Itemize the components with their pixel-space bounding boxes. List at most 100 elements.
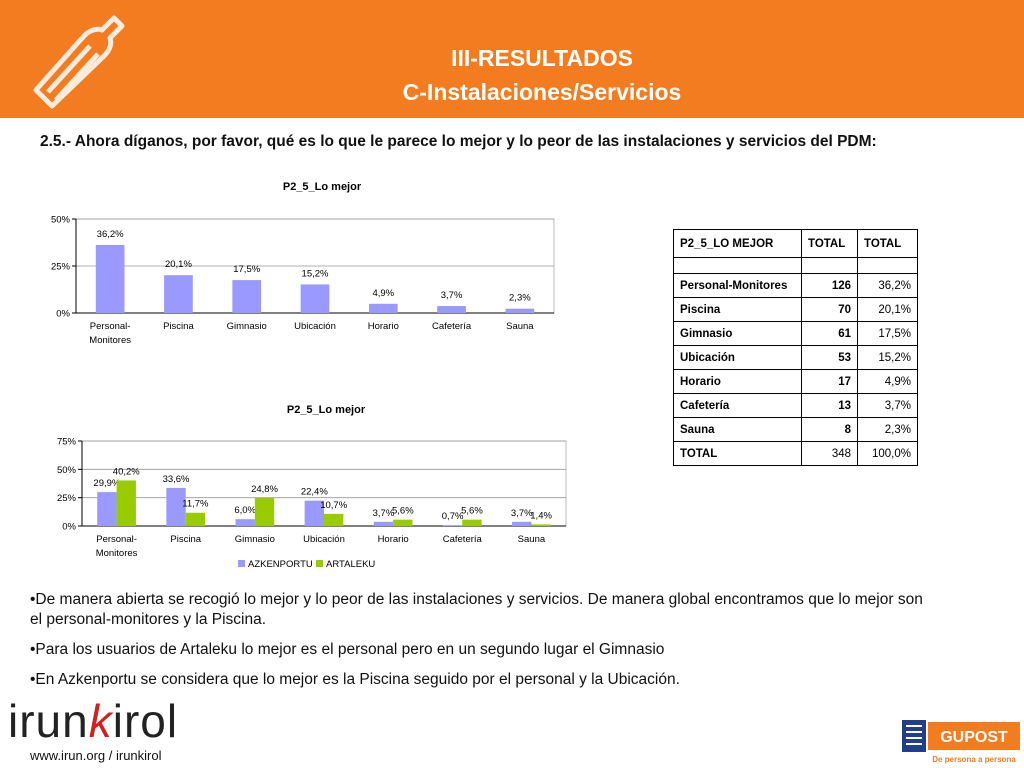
table-cell-count: 53 — [801, 345, 858, 370]
gupost-name: GUPOST — [940, 729, 1008, 746]
data-label: 5,6% — [461, 506, 483, 517]
bar — [304, 500, 324, 526]
table-cell-category: Personal-Monitores — [673, 273, 802, 298]
logo-text-b: irol — [112, 695, 179, 747]
irunkirol-logo: irunkirol — [8, 694, 178, 748]
data-label: 17,5% — [233, 264, 260, 275]
table-row: TOTAL 348 100,0% — [673, 441, 918, 466]
table-cell-pct: 2,3% — [857, 417, 918, 442]
bar — [95, 244, 125, 313]
y-tick-label: 0% — [56, 309, 70, 320]
y-tick-label: 0% — [62, 522, 76, 533]
bar — [254, 497, 275, 526]
table-cell-count: 17 — [801, 369, 858, 394]
x-tick-label: Personal- — [90, 321, 131, 332]
chart-title: P2_5_Lo mejor — [283, 181, 362, 193]
x-tick-label: Ubicación — [294, 321, 336, 332]
table-row: Piscina 70 20,1% — [673, 297, 918, 322]
data-label: 40,2% — [113, 466, 140, 477]
table-cell-count: 348 — [801, 441, 858, 466]
data-label: 3,7% — [441, 290, 463, 301]
data-label: 2,3% — [509, 293, 531, 304]
table-cell-category: Piscina — [673, 297, 802, 322]
data-label: 5,6% — [392, 506, 414, 517]
table-row: Sauna 8 2,3% — [673, 417, 918, 442]
table-cell-pct: 17,5% — [857, 321, 918, 346]
data-label: 0,7% — [442, 511, 464, 522]
table-header-total-count: TOTAL — [801, 229, 858, 258]
y-tick-label: 50% — [51, 215, 71, 226]
table-row: Gimnasio 61 17,5% — [673, 321, 918, 346]
data-label: 10,7% — [320, 500, 347, 511]
data-label: 33,6% — [163, 474, 190, 485]
gupost-slogan: De persona a persona — [932, 755, 1016, 764]
bar — [97, 492, 117, 526]
table-header-category: P2_5_LO MEJOR — [673, 229, 802, 258]
bullet-item: •De manera abierta se recogió lo mejor y… — [30, 591, 923, 628]
bar — [324, 513, 344, 526]
bottle-logo-icon — [33, 15, 125, 109]
table-header-spacer — [673, 257, 918, 274]
bar — [531, 524, 551, 526]
results-table-container: P2_5_LO MEJOR TOTAL TOTAL Personal-Monit… — [673, 229, 918, 466]
table-cell-category: TOTAL — [673, 441, 802, 466]
bar — [505, 308, 535, 313]
table-row: Personal-Monitores 126 36,2% — [673, 273, 918, 298]
table-cell-count: 61 — [801, 321, 858, 346]
legend-swatch — [316, 560, 323, 567]
x-tick-label: Horario — [368, 321, 399, 332]
bar — [442, 525, 463, 526]
bar — [300, 284, 330, 313]
table-cell-pct: 4,9% — [857, 369, 918, 394]
bar — [368, 303, 398, 313]
table-cell-category: Cafetería — [673, 393, 802, 418]
data-label: 1,4% — [530, 510, 552, 521]
x-tick-label: Gimnasio — [235, 534, 275, 545]
x-tick-label: Ubicación — [303, 534, 345, 545]
logo-text-k: k — [88, 695, 113, 747]
chart-lo-mejor-by-center: P2_5_Lo mejor 0% 25% 50% 75% Personal- Monitor… — [57, 404, 567, 570]
page-title-line2: C-Instalaciones/Servicios — [402, 79, 682, 105]
x-tick-label: Gimnasio — [227, 321, 267, 332]
table-cell-count: 126 — [801, 273, 858, 298]
bar — [393, 519, 413, 526]
data-label: 3,7% — [511, 508, 533, 519]
bar — [185, 512, 206, 526]
x-tick-label: Piscina — [170, 534, 201, 545]
data-label: 11,7% — [182, 499, 209, 510]
bar — [462, 519, 482, 526]
x-tick-label: Cafetería — [432, 321, 472, 332]
header-bar: III-RESULTADOS C-Instalaciones/Servicios — [0, 0, 1024, 118]
results-table: P2_5_LO MEJOR TOTAL TOTAL Personal-Monit… — [673, 229, 918, 466]
y-tick-label: 50% — [57, 465, 77, 476]
table-cell-count: 70 — [801, 297, 858, 322]
website-link[interactable]: www.irun.org / irunkirol — [30, 748, 162, 763]
x-tick-label: Horario — [378, 534, 409, 545]
legend-label: AZKENPORTU — [248, 559, 313, 570]
bar — [164, 275, 193, 313]
bullet-item: •En Azkenportu se considera que lo mejor… — [30, 671, 680, 688]
data-label: 22,4% — [301, 487, 328, 498]
gupost-logo: GUPOST De persona a persona — [902, 720, 1020, 764]
table-cell-count: 13 — [801, 393, 858, 418]
chart-title: P2_5_Lo mejor — [287, 404, 366, 416]
table-cell-pct: 15,2% — [857, 345, 918, 370]
table-cell-category: Sauna — [673, 417, 802, 442]
data-label: 24,8% — [251, 484, 278, 495]
x-tick-label: Monitores — [96, 548, 138, 559]
bar — [373, 521, 394, 526]
x-tick-label: Monitores — [89, 335, 131, 346]
bar — [166, 487, 186, 526]
x-tick-label: Personal- — [96, 534, 137, 545]
table-cell-category: Gimnasio — [673, 321, 802, 346]
bar — [232, 280, 262, 313]
data-label: 15,2% — [302, 268, 329, 279]
table-row: Horario 17 4,9% — [673, 369, 918, 394]
data-label: 4,9% — [372, 288, 394, 299]
legend-swatch — [238, 560, 245, 567]
table-cell-pct: 20,1% — [857, 297, 918, 322]
x-tick-label: Sauna — [506, 321, 534, 332]
table-header-total-pct: TOTAL — [857, 229, 918, 258]
x-tick-label: Cafetería — [443, 534, 483, 545]
table-cell-pct: 36,2% — [857, 273, 918, 298]
